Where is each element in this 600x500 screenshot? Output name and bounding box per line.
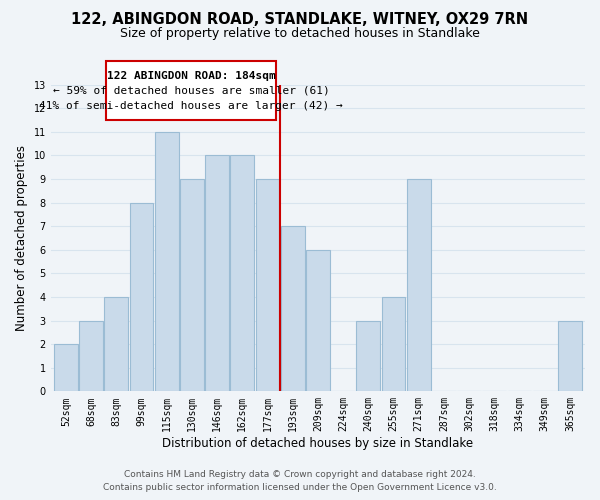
Bar (558, 320, 582, 392)
Text: Contains HM Land Registry data © Crown copyright and database right 2024.
Contai: Contains HM Land Registry data © Crown c… (103, 470, 497, 492)
Bar (205, 156, 229, 392)
Bar (230, 156, 254, 392)
Text: 122, ABINGDON ROAD, STANDLAKE, WITNEY, OX29 7RN: 122, ABINGDON ROAD, STANDLAKE, WITNEY, O… (71, 12, 529, 28)
Text: ← 59% of detached houses are smaller (61): ← 59% of detached houses are smaller (61… (53, 86, 329, 96)
Bar (407, 179, 431, 392)
X-axis label: Distribution of detached houses by size in Standlake: Distribution of detached houses by size … (163, 437, 473, 450)
Bar (356, 320, 380, 392)
Y-axis label: Number of detached properties: Number of detached properties (15, 145, 28, 331)
Bar (54, 344, 78, 392)
Bar (256, 179, 280, 392)
Text: Size of property relative to detached houses in Standlake: Size of property relative to detached ho… (120, 28, 480, 40)
Bar (130, 202, 154, 392)
Bar (155, 132, 179, 392)
Text: 122 ABINGDON ROAD: 184sqm: 122 ABINGDON ROAD: 184sqm (107, 72, 275, 82)
Bar (180, 179, 204, 392)
Bar (382, 297, 406, 392)
Bar (79, 320, 103, 392)
Bar (306, 250, 330, 392)
Bar (104, 297, 128, 392)
FancyBboxPatch shape (106, 61, 277, 120)
Bar (281, 226, 305, 392)
Text: 41% of semi-detached houses are larger (42) →: 41% of semi-detached houses are larger (… (40, 101, 343, 111)
